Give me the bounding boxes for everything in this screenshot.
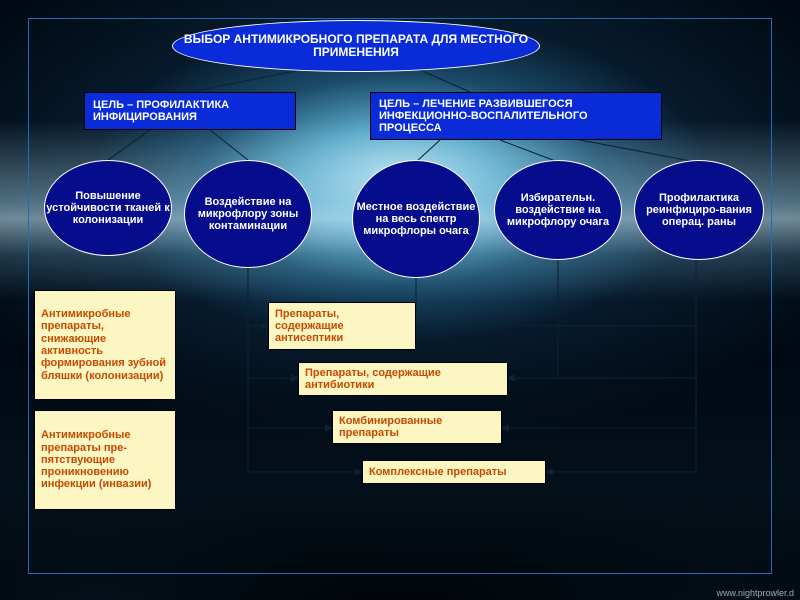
- box-invasion: Антимикробные препараты пре-пятствующие …: [34, 410, 176, 510]
- sub-resistance: Повышение устойчивости тканей к колониза…: [44, 160, 172, 256]
- sub-selective: Избирательн. воздействие на микрофлору о…: [494, 160, 622, 260]
- goal-prevention: ЦЕЛЬ – ПРОФИЛАКТИКА ИНФИЦИРОВАНИЯ: [84, 92, 296, 130]
- box-complex: Комплексные препараты: [362, 460, 546, 484]
- box-plaque: Антимикробные препараты, снижающие актив…: [34, 290, 176, 400]
- sub-contamination: Воздействие на микрофлору зоны контамина…: [184, 160, 312, 268]
- watermark-text: www.nightprowler.d: [716, 588, 794, 598]
- sub-reinfection: Профилактика реинфициро-вания операц. ра…: [634, 160, 764, 260]
- root-ellipse: ВЫБОР АНТИМИКРОБНОГО ПРЕПАРАТА ДЛЯ МЕСТН…: [172, 20, 540, 72]
- box-antibiotics: Препараты, содержащие антибиотики: [298, 362, 508, 396]
- goal-treatment: ЦЕЛЬ – ЛЕЧЕНИЕ РАЗВИВШЕГОСЯ ИНФЕКЦИОННО-…: [370, 92, 662, 140]
- box-antiseptics: Препараты, содержащие антисептики: [268, 302, 416, 350]
- diagram-canvas: ВЫБОР АНТИМИКРОБНОГО ПРЕПАРАТА ДЛЯ МЕСТН…: [0, 0, 800, 600]
- box-combined: Комбинированные препараты: [332, 410, 502, 444]
- sub-fullspectrum: Местное воздействие на весь спектр микро…: [352, 160, 480, 278]
